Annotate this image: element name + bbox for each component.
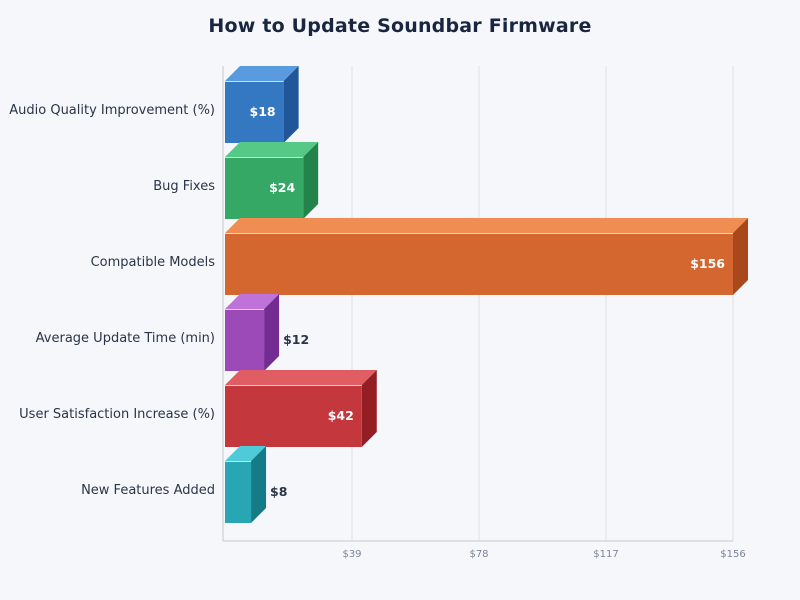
- bar-front-face: [225, 309, 265, 371]
- bar-top-face: [225, 446, 267, 461]
- x-tick-label: $78: [469, 549, 489, 560]
- x-tick-label: $117: [593, 549, 619, 560]
- bar-front-face: [225, 81, 284, 143]
- bar-top-face: [225, 218, 748, 233]
- bar-front-face: [225, 461, 252, 523]
- category-label: Average Update Time (min): [35, 331, 215, 346]
- bar-front-face: [225, 233, 733, 295]
- category-label: Bug Fixes: [153, 179, 215, 194]
- bar-front-face: [225, 157, 304, 219]
- value-label: $8: [270, 484, 288, 499]
- bar-side-face: [283, 66, 299, 143]
- bar-side-face: [361, 370, 377, 447]
- bar-front-face: [225, 385, 362, 447]
- category-label: Compatible Models: [90, 255, 215, 270]
- bar-side-face: [303, 142, 319, 219]
- value-label: $18: [249, 104, 276, 119]
- value-label: $42: [327, 408, 354, 423]
- chart-title: How to Update Soundbar Firmware: [208, 15, 592, 37]
- category-label: User Satisfaction Increase (%): [19, 407, 215, 422]
- category-label: Audio Quality Improvement (%): [9, 103, 215, 118]
- value-label: $12: [283, 332, 310, 347]
- bar-top-face: [225, 294, 280, 309]
- bar-top-face: [225, 66, 299, 81]
- bar-side-face: [733, 218, 748, 295]
- value-label: $156: [690, 256, 725, 271]
- bar-side-face: [251, 446, 267, 523]
- bar-top-face: [225, 142, 319, 157]
- category-label: New Features Added: [81, 483, 215, 498]
- x-tick-label: $156: [720, 549, 746, 560]
- x-tick-label: $39: [342, 549, 362, 560]
- bar-top-face: [225, 370, 377, 385]
- value-label: $24: [269, 180, 296, 195]
- bar-side-face: [264, 294, 280, 371]
